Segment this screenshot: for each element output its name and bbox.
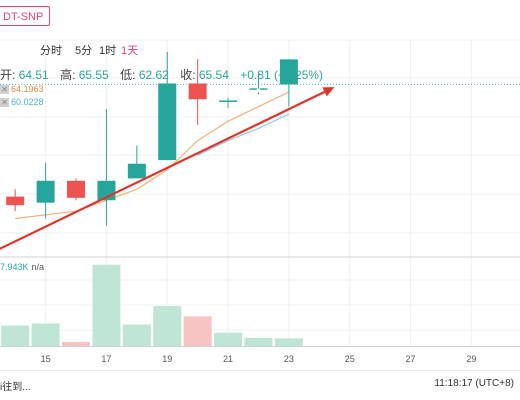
price-chart[interactable]: 15 17 19 21 23 25 27 29 xyxy=(0,0,520,370)
open-label: 开: xyxy=(0,68,16,82)
open-value: 64.51 xyxy=(18,68,49,82)
x-tick-label: 27 xyxy=(406,354,416,364)
volume-bar xyxy=(92,264,121,346)
high-value: 65.55 xyxy=(78,68,109,82)
candle-body xyxy=(219,100,238,102)
eye-icon[interactable]: ✕ xyxy=(0,98,9,108)
volume-bar xyxy=(244,337,273,346)
ma-legend-1: ✕ 64.1963 xyxy=(0,84,44,95)
candle-body xyxy=(36,180,55,203)
x-tick-label: 29 xyxy=(466,354,476,364)
candle-body xyxy=(6,196,25,206)
trend-arrow-head xyxy=(322,87,335,97)
x-tick-label: 21 xyxy=(223,354,233,364)
volume-bar xyxy=(62,341,91,346)
close-label: 收: xyxy=(180,68,196,82)
volume-value: 7.943K xyxy=(0,262,29,272)
change-value: +0.81 (+1.25%) xyxy=(240,68,323,82)
interval-tab-5min[interactable]: 5分 xyxy=(75,45,93,57)
volume-bar xyxy=(183,316,212,346)
high-label: 高: xyxy=(60,68,76,82)
interval-tab-1hour[interactable]: 1时 xyxy=(99,45,117,57)
volume-bar xyxy=(214,332,243,346)
volume-legend: 7.943K n/a xyxy=(0,262,44,272)
trend-arrow-line xyxy=(0,90,326,250)
interval-toolbar: 分时 5分 1时 1天 xyxy=(0,40,520,58)
ma-value-2: 60.0228 xyxy=(11,97,44,107)
x-tick-label: 15 xyxy=(41,354,51,364)
eye-icon[interactable]: ✕ xyxy=(0,85,9,95)
close-value: 65.54 xyxy=(198,68,229,82)
low-label: 低: xyxy=(120,68,136,82)
status-left-text[interactable]: i往到... xyxy=(0,382,31,393)
ma-legend-2: ✕ 60.0228 xyxy=(0,97,44,108)
ma-value-1: 64.1963 xyxy=(11,84,44,94)
interval-tab-1day[interactable]: 1天 xyxy=(121,45,139,57)
candle-body xyxy=(127,163,146,179)
ma-line-2 xyxy=(197,113,290,156)
candle-body xyxy=(67,180,86,198)
top-bar: DT-SNP xyxy=(0,0,520,36)
volume-bar xyxy=(31,323,60,346)
interval-tab-timeshare[interactable]: 分时 xyxy=(40,45,62,57)
clock-text: 11:18:17 (UTC+8) xyxy=(434,378,514,389)
volume-bar xyxy=(1,325,30,346)
candle-body xyxy=(188,83,207,100)
candle-body xyxy=(158,83,177,161)
symbol-badge[interactable]: DT-SNP xyxy=(0,6,51,26)
x-tick-label: 19 xyxy=(162,354,172,364)
low-value: 62.62 xyxy=(138,68,169,82)
status-bar: i往到... 11:18:17 (UTC+8) xyxy=(0,370,520,400)
candle-body xyxy=(279,59,298,85)
volume-na: n/a xyxy=(31,262,45,272)
x-tick-label: 17 xyxy=(101,354,111,364)
x-tick-label: 25 xyxy=(345,354,355,364)
volume-bar xyxy=(122,324,151,346)
ohlc-legend: 开: 64.51 高: 65.55 低: 62.62 收: 65.54 +0.8… xyxy=(0,66,331,83)
volume-bar xyxy=(274,338,303,346)
volume-bar xyxy=(153,306,182,346)
candle-marker xyxy=(256,88,261,93)
x-tick-label: 23 xyxy=(284,354,294,364)
